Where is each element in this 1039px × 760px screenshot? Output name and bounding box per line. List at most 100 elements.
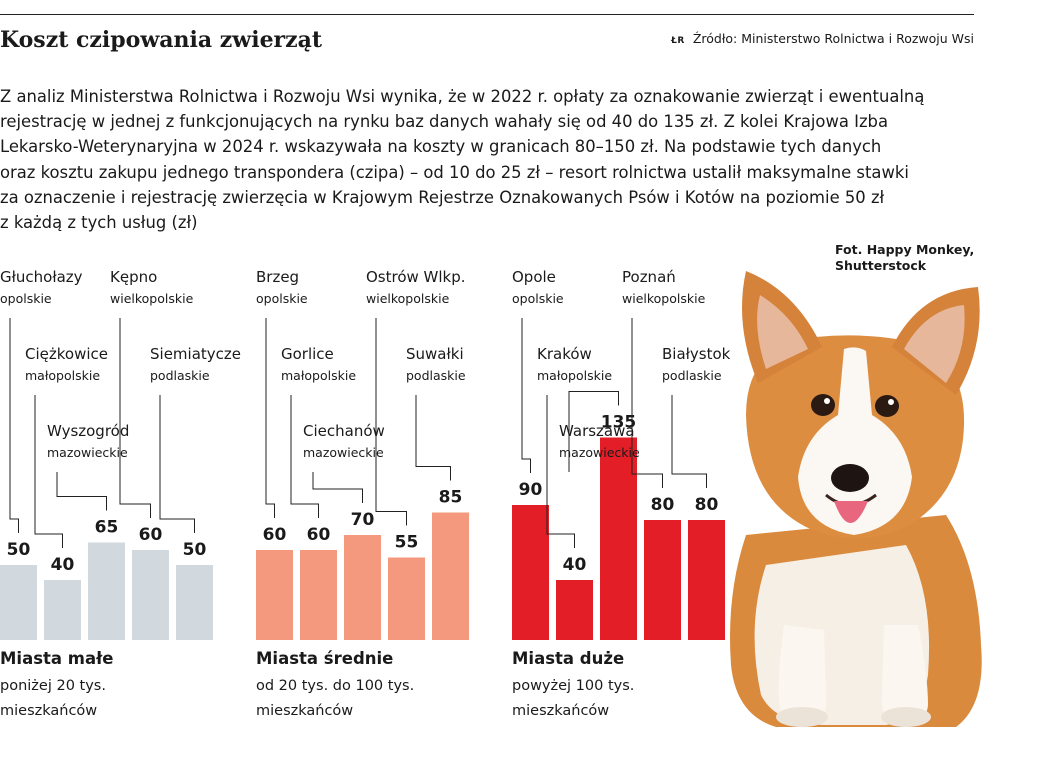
value-label: 80 — [651, 495, 675, 515]
region-label: małopolskie — [25, 368, 100, 383]
group-subtitle-line: poniżej 20 tys. — [0, 678, 106, 694]
region-label: małopolskie — [537, 368, 612, 383]
value-label: 50 — [7, 540, 31, 560]
region-label: małopolskie — [281, 368, 356, 383]
city-label: Gorlice — [281, 345, 334, 363]
region-label: podlaskie — [662, 368, 722, 383]
corgi-photo — [706, 265, 996, 745]
photo-credit: Fot. Happy Monkey, Shutterstock — [835, 242, 974, 274]
bar-large-3 — [644, 520, 681, 640]
region-label: wielkopolskie — [622, 291, 706, 306]
group-subtitle-line: mieszkańców — [256, 703, 354, 719]
city-label: Ciechanów — [303, 422, 385, 440]
leader-line — [34, 395, 63, 548]
region-label: wielkopolskie — [110, 291, 194, 306]
description-line: oraz kosztu zakupu jednego transpondera … — [0, 162, 909, 182]
description-line: rejestrację w jednej z funkcjonujących n… — [0, 112, 889, 132]
region-label: opolskie — [512, 291, 564, 306]
group-subtitle-line: mieszkańców — [0, 703, 98, 719]
bar-medium-4 — [432, 512, 469, 640]
region-label: mazowieckie — [47, 445, 128, 460]
group-subtitle-medium: od 20 tys. do 100 tys. mieszkańców — [256, 674, 414, 724]
city-label: Opole — [512, 268, 556, 286]
description-line: Z analiz Ministerstwa Rolnictwa i Rozwoj… — [0, 87, 925, 106]
value-label: 60 — [139, 525, 163, 545]
publisher-logo: ŁR — [671, 36, 685, 46]
group-title-medium: Miasta średnie — [256, 649, 394, 668]
value-label: 90 — [519, 480, 543, 500]
photo-credit-line: Fot. Happy Monkey, — [835, 242, 975, 257]
city-label: Suwałki — [406, 345, 464, 363]
top-rule — [0, 14, 974, 15]
region-label: opolskie — [256, 291, 308, 306]
value-label: 60 — [263, 525, 287, 545]
city-label: Poznań — [622, 268, 676, 286]
bar-medium-0 — [256, 550, 293, 640]
value-label: 70 — [351, 510, 375, 530]
value-label: 55 — [395, 533, 419, 553]
value-label: 40 — [563, 555, 587, 575]
group-title-large: Miasta duże — [512, 649, 625, 668]
group-subtitle-line: powyżej 100 tys. — [512, 678, 635, 694]
source-text: Źródło: Ministerstwo Rolnictwa i Rozwoju… — [692, 31, 974, 46]
group-title-small: Miasta małe — [0, 649, 114, 668]
city-label: Białystok — [662, 345, 731, 363]
group-subtitle-small: poniżej 20 tys. mieszkańców — [0, 674, 106, 724]
region-label: podlaskie — [406, 368, 466, 383]
region-label: mazowieckie — [303, 445, 384, 460]
photo-credit-line: Shutterstock — [835, 258, 927, 273]
bar-medium-2 — [344, 535, 381, 640]
city-label: Ostrów Wlkp. — [366, 268, 466, 286]
source-line: ŁR Źródło: Ministerstwo Rolnictwa i Rozwo… — [671, 31, 974, 46]
leader-line — [9, 318, 19, 533]
value-label: 80 — [695, 495, 719, 515]
bar-large-4 — [688, 520, 725, 640]
leader-line — [671, 395, 707, 488]
value-label: 135 — [601, 413, 637, 433]
region-label: mazowieckie — [559, 445, 640, 460]
city-label: Siemiatycze — [150, 345, 241, 363]
leader-line — [159, 395, 195, 533]
bar-small-3 — [132, 550, 169, 640]
bar-small-0 — [0, 565, 37, 640]
description-line: Lekarsko-Weterynaryjna w 2024 r. wskazyw… — [0, 137, 882, 157]
bar-large-2 — [600, 437, 637, 640]
leader-line — [265, 318, 275, 518]
city-label: Warszawa — [559, 422, 635, 440]
city-label: Ciężkowice — [25, 345, 108, 363]
leader-line — [568, 391, 619, 472]
leader-line — [290, 395, 319, 518]
bar-large-1 — [556, 580, 593, 640]
leader-line — [546, 395, 575, 548]
leader-line — [375, 318, 407, 526]
group-subtitle-large: powyżej 100 tys. mieszkańców — [512, 674, 634, 724]
corgi-illustration — [730, 271, 982, 727]
bar-small-1 — [44, 580, 81, 640]
description-line: z każdą z tych usług (zł) — [0, 213, 198, 233]
value-label: 60 — [307, 525, 331, 545]
value-label: 40 — [51, 555, 75, 575]
bar-small-2 — [88, 542, 125, 640]
city-label: Wyszogród — [47, 422, 129, 440]
bar-small-4 — [176, 565, 213, 640]
city-label: Kępno — [110, 268, 157, 286]
chart-title: Koszt czipowania zwierząt — [0, 27, 323, 53]
description-line: za oznaczenie i rejestrację zwierzęcia w… — [0, 187, 885, 207]
bar-medium-3 — [388, 557, 425, 640]
leader-line — [56, 472, 107, 511]
group-subtitle-line: od 20 tys. do 100 tys. — [256, 678, 415, 694]
description: Z analiz Ministerstwa Rolnictwa i Rozwoj… — [0, 84, 974, 235]
leader-line — [415, 395, 451, 481]
value-label: 65 — [95, 518, 119, 538]
city-label: Brzeg — [256, 268, 299, 286]
city-label: Kraków — [537, 345, 592, 363]
leader-line — [521, 318, 531, 473]
leader-line — [119, 318, 151, 518]
value-label: 85 — [439, 488, 463, 508]
value-label: 50 — [183, 540, 207, 560]
leader-line — [312, 472, 363, 503]
region-label: opolskie — [0, 291, 52, 306]
group-subtitle-line: mieszkańców — [512, 703, 610, 719]
city-label: Głuchołazy — [0, 268, 83, 286]
